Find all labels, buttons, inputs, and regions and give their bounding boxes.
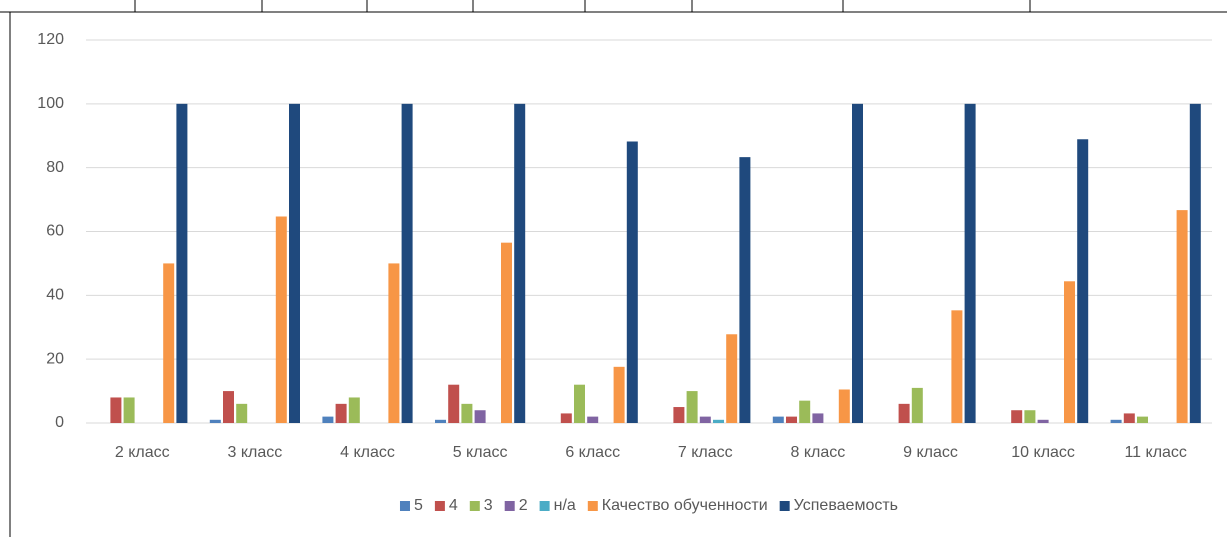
x-tick-label: 3 класс bbox=[228, 444, 283, 461]
y-tick-label: 60 bbox=[46, 223, 64, 240]
y-tick-label: 100 bbox=[37, 95, 64, 112]
legend-label: 2 bbox=[519, 497, 528, 514]
bar bbox=[163, 263, 175, 423]
bar bbox=[275, 216, 287, 423]
bar bbox=[626, 141, 638, 423]
bar bbox=[838, 389, 850, 423]
bar bbox=[236, 403, 248, 423]
bar bbox=[348, 397, 360, 423]
legend-label: Качество обученности bbox=[602, 497, 768, 514]
bar bbox=[699, 416, 711, 423]
bar bbox=[1064, 281, 1075, 423]
bar bbox=[209, 419, 221, 423]
legend-label: Успеваемость bbox=[794, 497, 898, 514]
bar bbox=[474, 410, 486, 423]
bar bbox=[898, 403, 910, 423]
x-tick-label: 11 класс bbox=[1124, 444, 1186, 461]
bar bbox=[812, 413, 824, 423]
bar bbox=[574, 384, 585, 423]
bar bbox=[1189, 103, 1201, 423]
bar bbox=[686, 391, 698, 423]
y-tick-label: 80 bbox=[46, 159, 64, 176]
bar bbox=[223, 391, 234, 423]
bar bbox=[388, 263, 400, 423]
bar bbox=[673, 407, 685, 423]
legend-swatch bbox=[434, 501, 445, 511]
bar bbox=[587, 416, 599, 423]
bar bbox=[1110, 419, 1122, 423]
bar bbox=[1123, 413, 1135, 423]
bar bbox=[1011, 410, 1023, 423]
x-tick-label: 9 класс bbox=[903, 444, 958, 461]
bar bbox=[1137, 416, 1148, 423]
bar bbox=[1037, 419, 1049, 423]
x-tick-label: 5 класс bbox=[453, 444, 508, 461]
bar bbox=[852, 103, 863, 423]
bar bbox=[501, 242, 512, 423]
y-tick-label: 0 bbox=[55, 414, 64, 431]
bar bbox=[514, 103, 526, 423]
bar bbox=[461, 403, 473, 423]
legend-swatch bbox=[779, 501, 790, 511]
bar bbox=[726, 334, 738, 423]
legend-label: 5 bbox=[414, 497, 423, 514]
bar bbox=[739, 157, 751, 424]
bar bbox=[1024, 410, 1036, 423]
bar bbox=[1176, 210, 1188, 423]
x-tick-label: 2 класс bbox=[115, 444, 170, 461]
y-tick-label: 40 bbox=[46, 287, 64, 304]
bar bbox=[964, 103, 976, 423]
y-tick-label: 120 bbox=[37, 31, 64, 48]
legend-swatch bbox=[469, 501, 480, 511]
legend-swatch bbox=[539, 501, 550, 511]
legend-swatch bbox=[587, 501, 598, 511]
bar bbox=[1077, 139, 1089, 423]
bar bbox=[713, 419, 724, 423]
bar bbox=[786, 416, 797, 423]
bar bbox=[911, 387, 923, 423]
x-tick-label: 6 класс bbox=[565, 444, 620, 461]
legend-label: 3 bbox=[484, 497, 493, 514]
bar bbox=[435, 419, 446, 423]
x-tick-label: 10 класс bbox=[1011, 444, 1075, 461]
x-tick-label: 8 класс bbox=[791, 444, 846, 461]
legend-swatch bbox=[399, 501, 410, 511]
bar bbox=[560, 413, 572, 423]
bar bbox=[951, 310, 963, 423]
bar bbox=[289, 103, 300, 423]
x-tick-label: 7 класс bbox=[678, 444, 733, 461]
legend-label: 4 bbox=[449, 497, 458, 514]
bar bbox=[176, 103, 188, 423]
bar bbox=[322, 416, 334, 423]
bar bbox=[401, 103, 413, 423]
bar bbox=[613, 366, 625, 423]
bar bbox=[799, 400, 811, 423]
legend-swatch bbox=[504, 501, 515, 511]
legend-label: н/а bbox=[554, 497, 576, 514]
bar bbox=[448, 384, 460, 423]
bar bbox=[772, 416, 784, 423]
bar bbox=[123, 397, 135, 423]
bar bbox=[110, 397, 122, 423]
x-tick-label: 4 класс bbox=[340, 444, 395, 461]
y-tick-label: 20 bbox=[46, 350, 64, 367]
bar bbox=[335, 403, 347, 423]
